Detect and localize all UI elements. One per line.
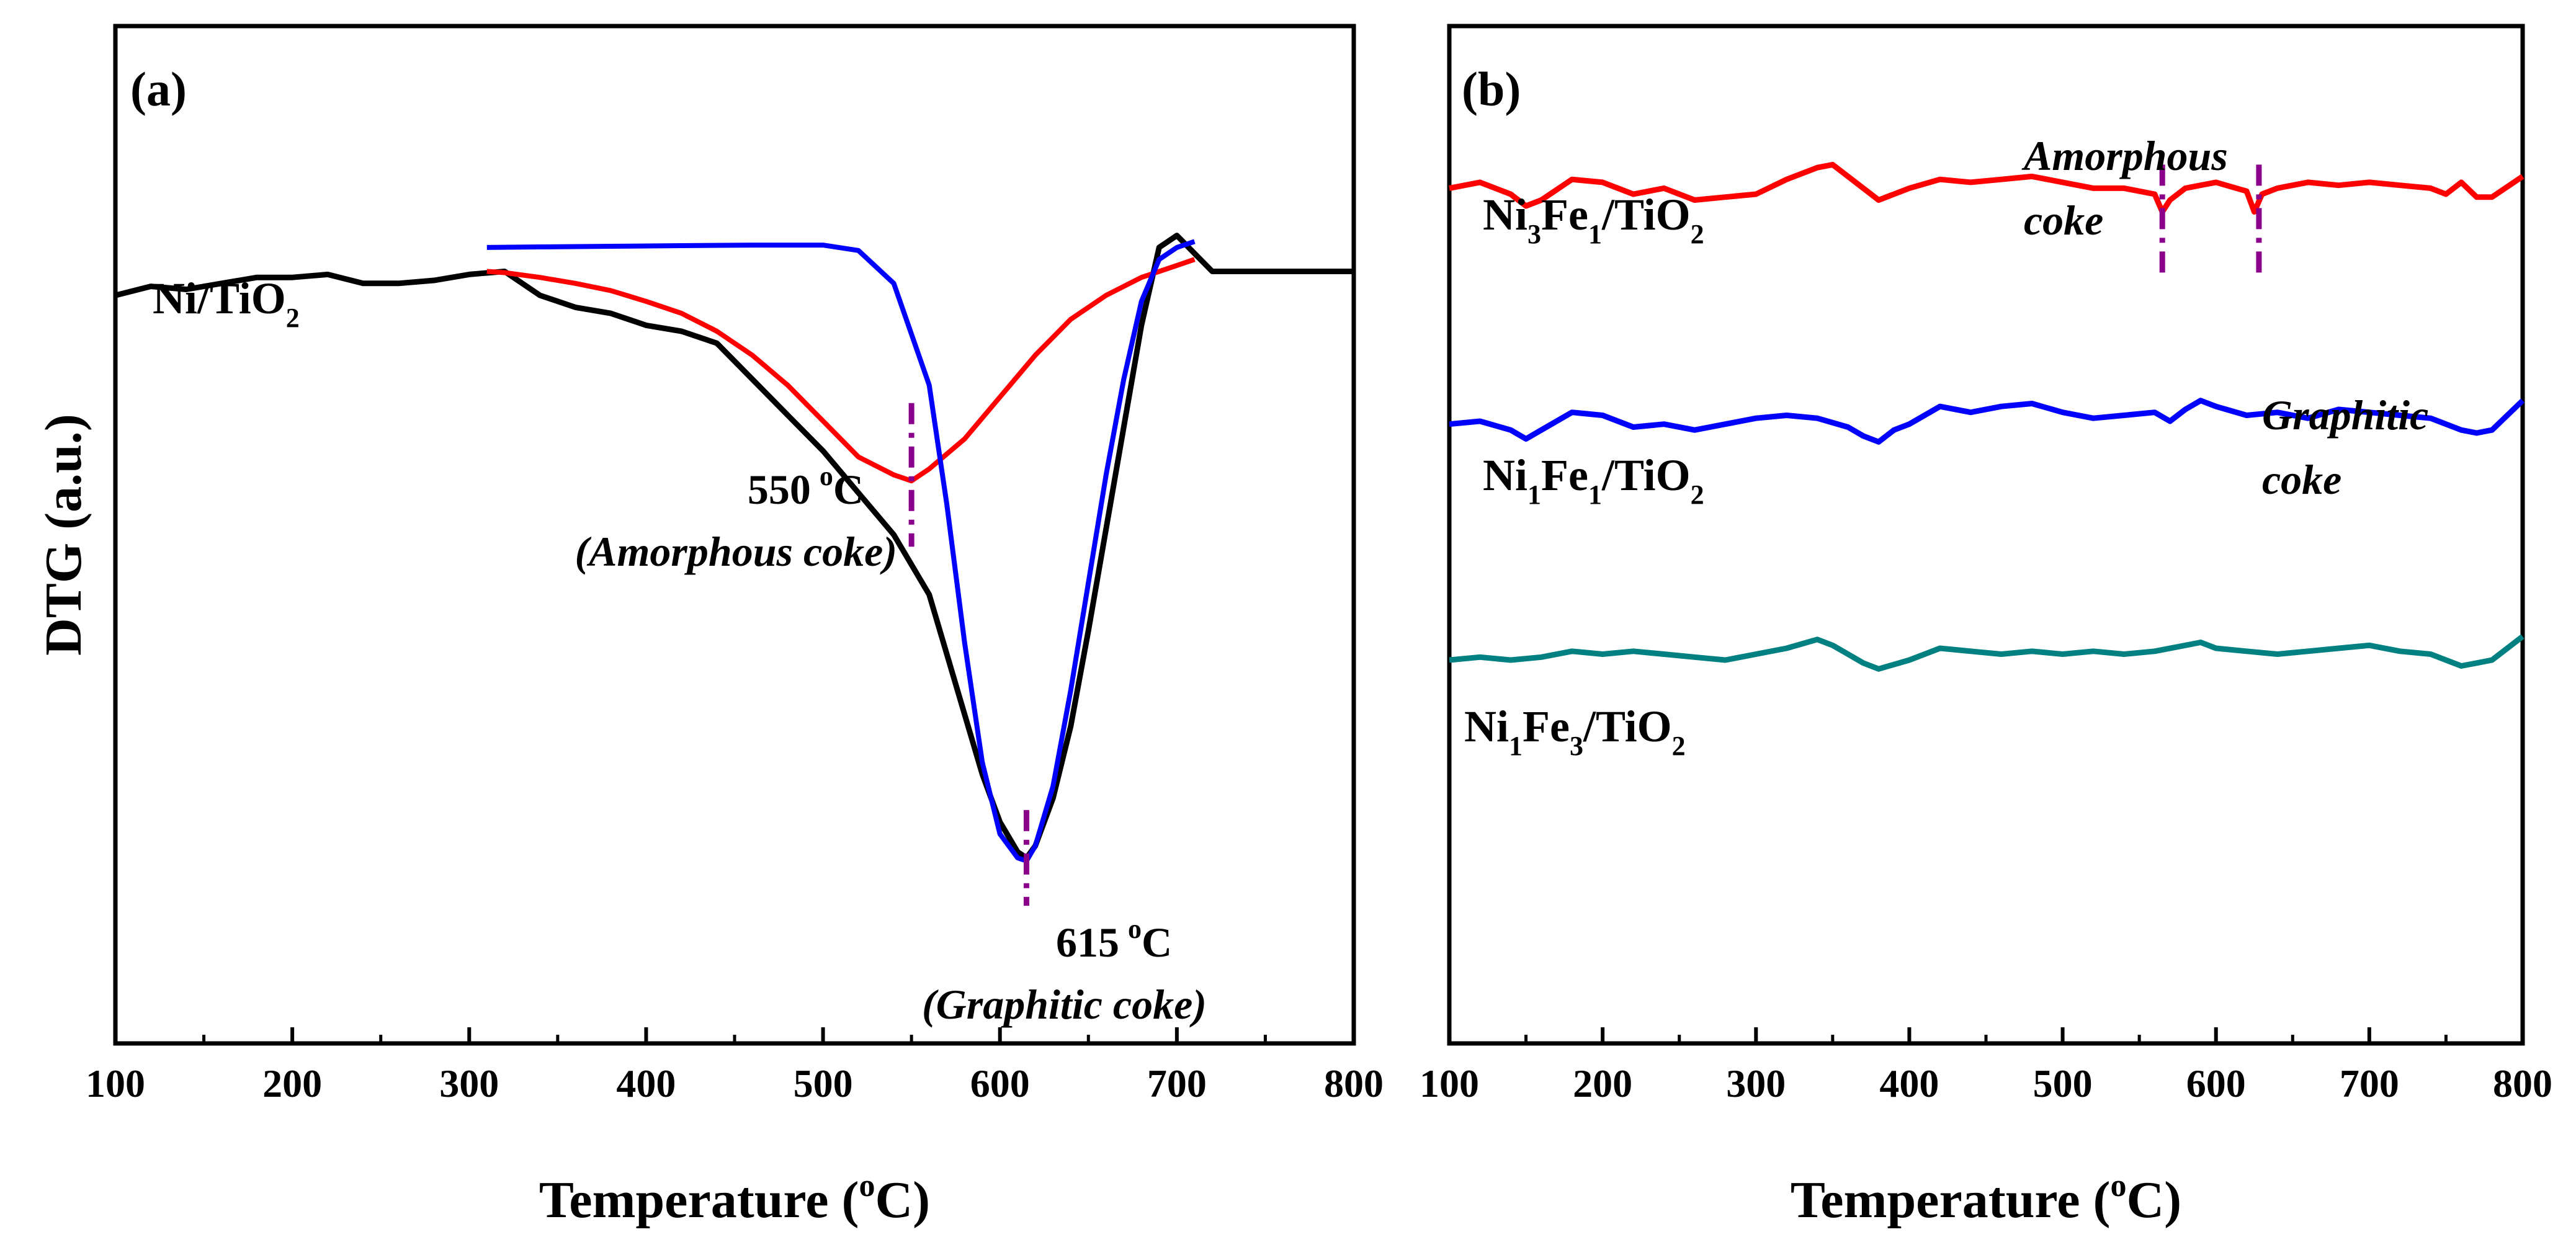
x-a-tick-label-300: 300 bbox=[439, 1061, 499, 1105]
sample-label-ni1fe1-tio2: Ni1Fe1/TiO2 bbox=[1483, 450, 1704, 510]
annot-550-label: (Amorphous coke) bbox=[575, 528, 897, 575]
x-axis-label-b-pre: Temperature ( bbox=[1791, 1171, 2111, 1229]
x-b-tick-label-300: 300 bbox=[1726, 1061, 1786, 1105]
series-graphitic-fit bbox=[486, 239, 1196, 864]
x-b-tick-label-800: 800 bbox=[2493, 1061, 2552, 1105]
series-ni3fe1 bbox=[1449, 161, 2525, 215]
x-a-tick-label-700: 700 bbox=[1147, 1061, 1207, 1105]
annot-615-temp: 615 oC bbox=[1056, 914, 1172, 966]
sample-label-ni-tio2: Ni/TiO2 bbox=[153, 274, 300, 333]
annot-b-amorphous-1: Amorphous bbox=[2021, 132, 2228, 179]
x-a-tick-label-400: 400 bbox=[616, 1061, 676, 1105]
series-amorphous-fit bbox=[486, 257, 1196, 484]
annot-550-unit: C bbox=[833, 466, 864, 513]
x-axis-label-a: Temperature (oC) bbox=[539, 1168, 930, 1229]
x-ticks-a: 100 200 300 400 500 600 700 800 bbox=[86, 1027, 1384, 1105]
annot-550-sup: o bbox=[820, 461, 833, 491]
x-b-tick-label-200: 200 bbox=[1573, 1061, 1632, 1105]
x-axis-label-a-pre: Temperature ( bbox=[539, 1171, 859, 1229]
x-a-tick-label-100: 100 bbox=[86, 1061, 145, 1105]
x-b-tick-label-700: 700 bbox=[2340, 1061, 2399, 1105]
x-b-tick-label-500: 500 bbox=[2033, 1061, 2093, 1105]
annot-b-amorphous-2: coke bbox=[2024, 197, 2103, 244]
x-axis-label-b-post: C) bbox=[2126, 1171, 2181, 1229]
x-axis-label-b: Temperature (oC) bbox=[1791, 1168, 2181, 1229]
panel-a-label: (a) bbox=[130, 62, 187, 116]
annot-615-unit: C bbox=[1142, 919, 1172, 966]
annot-550-temp: 550 oC bbox=[748, 461, 864, 513]
sample-label-ni1fe3-tio2: Ni1Fe3/TiO2 bbox=[1464, 702, 1686, 761]
x-b-tick-label-400: 400 bbox=[1879, 1061, 1939, 1105]
series-ni1fe1 bbox=[1449, 398, 2525, 445]
y-axis-label: DTG (a.u.) bbox=[35, 414, 92, 656]
x-b-tick-label-100: 100 bbox=[1420, 1061, 1479, 1105]
x-axis-label-a-sup: o bbox=[859, 1168, 875, 1203]
sample-label-ni-tio2-base: Ni/TiO bbox=[153, 274, 286, 323]
annot-b-graphitic-2: coke bbox=[2262, 456, 2341, 503]
sample-label-ni-tio2-sub: 2 bbox=[286, 303, 300, 333]
x-ticks-b: 100 200 300 400 500 600 700 800 bbox=[1420, 1027, 2552, 1105]
annot-550-value: 550 bbox=[748, 466, 811, 513]
annot-615-label: (Graphitic coke) bbox=[922, 981, 1207, 1028]
x-a-tick-label-600: 600 bbox=[970, 1061, 1030, 1105]
x-b-tick-label-600: 600 bbox=[2186, 1061, 2246, 1105]
panel-b-series bbox=[1449, 161, 2525, 672]
x-a-tick-label-200: 200 bbox=[262, 1061, 322, 1105]
annot-b-graphitic-1: Graphitic bbox=[2262, 391, 2428, 439]
panel-a-series bbox=[114, 233, 1354, 864]
annot-615-sup: o bbox=[1128, 914, 1142, 944]
x-a-tick-label-800: 800 bbox=[1324, 1061, 1384, 1105]
panel-b-label: (b) bbox=[1462, 62, 1521, 116]
x-axis-label-a-post: C) bbox=[875, 1171, 930, 1229]
x-a-tick-label-500: 500 bbox=[794, 1061, 853, 1105]
panel-b-sample-labels: Ni3Fe1/TiO2 Ni1Fe1/TiO2 Ni1Fe3/TiO2 bbox=[1464, 190, 1704, 761]
x-axis-label-b-sup: o bbox=[2110, 1168, 2126, 1203]
annot-615-value: 615 bbox=[1056, 919, 1119, 966]
sample-label-ni3fe1-tio2: Ni3Fe1/TiO2 bbox=[1483, 190, 1704, 249]
series-ni1fe3 bbox=[1449, 634, 2525, 672]
